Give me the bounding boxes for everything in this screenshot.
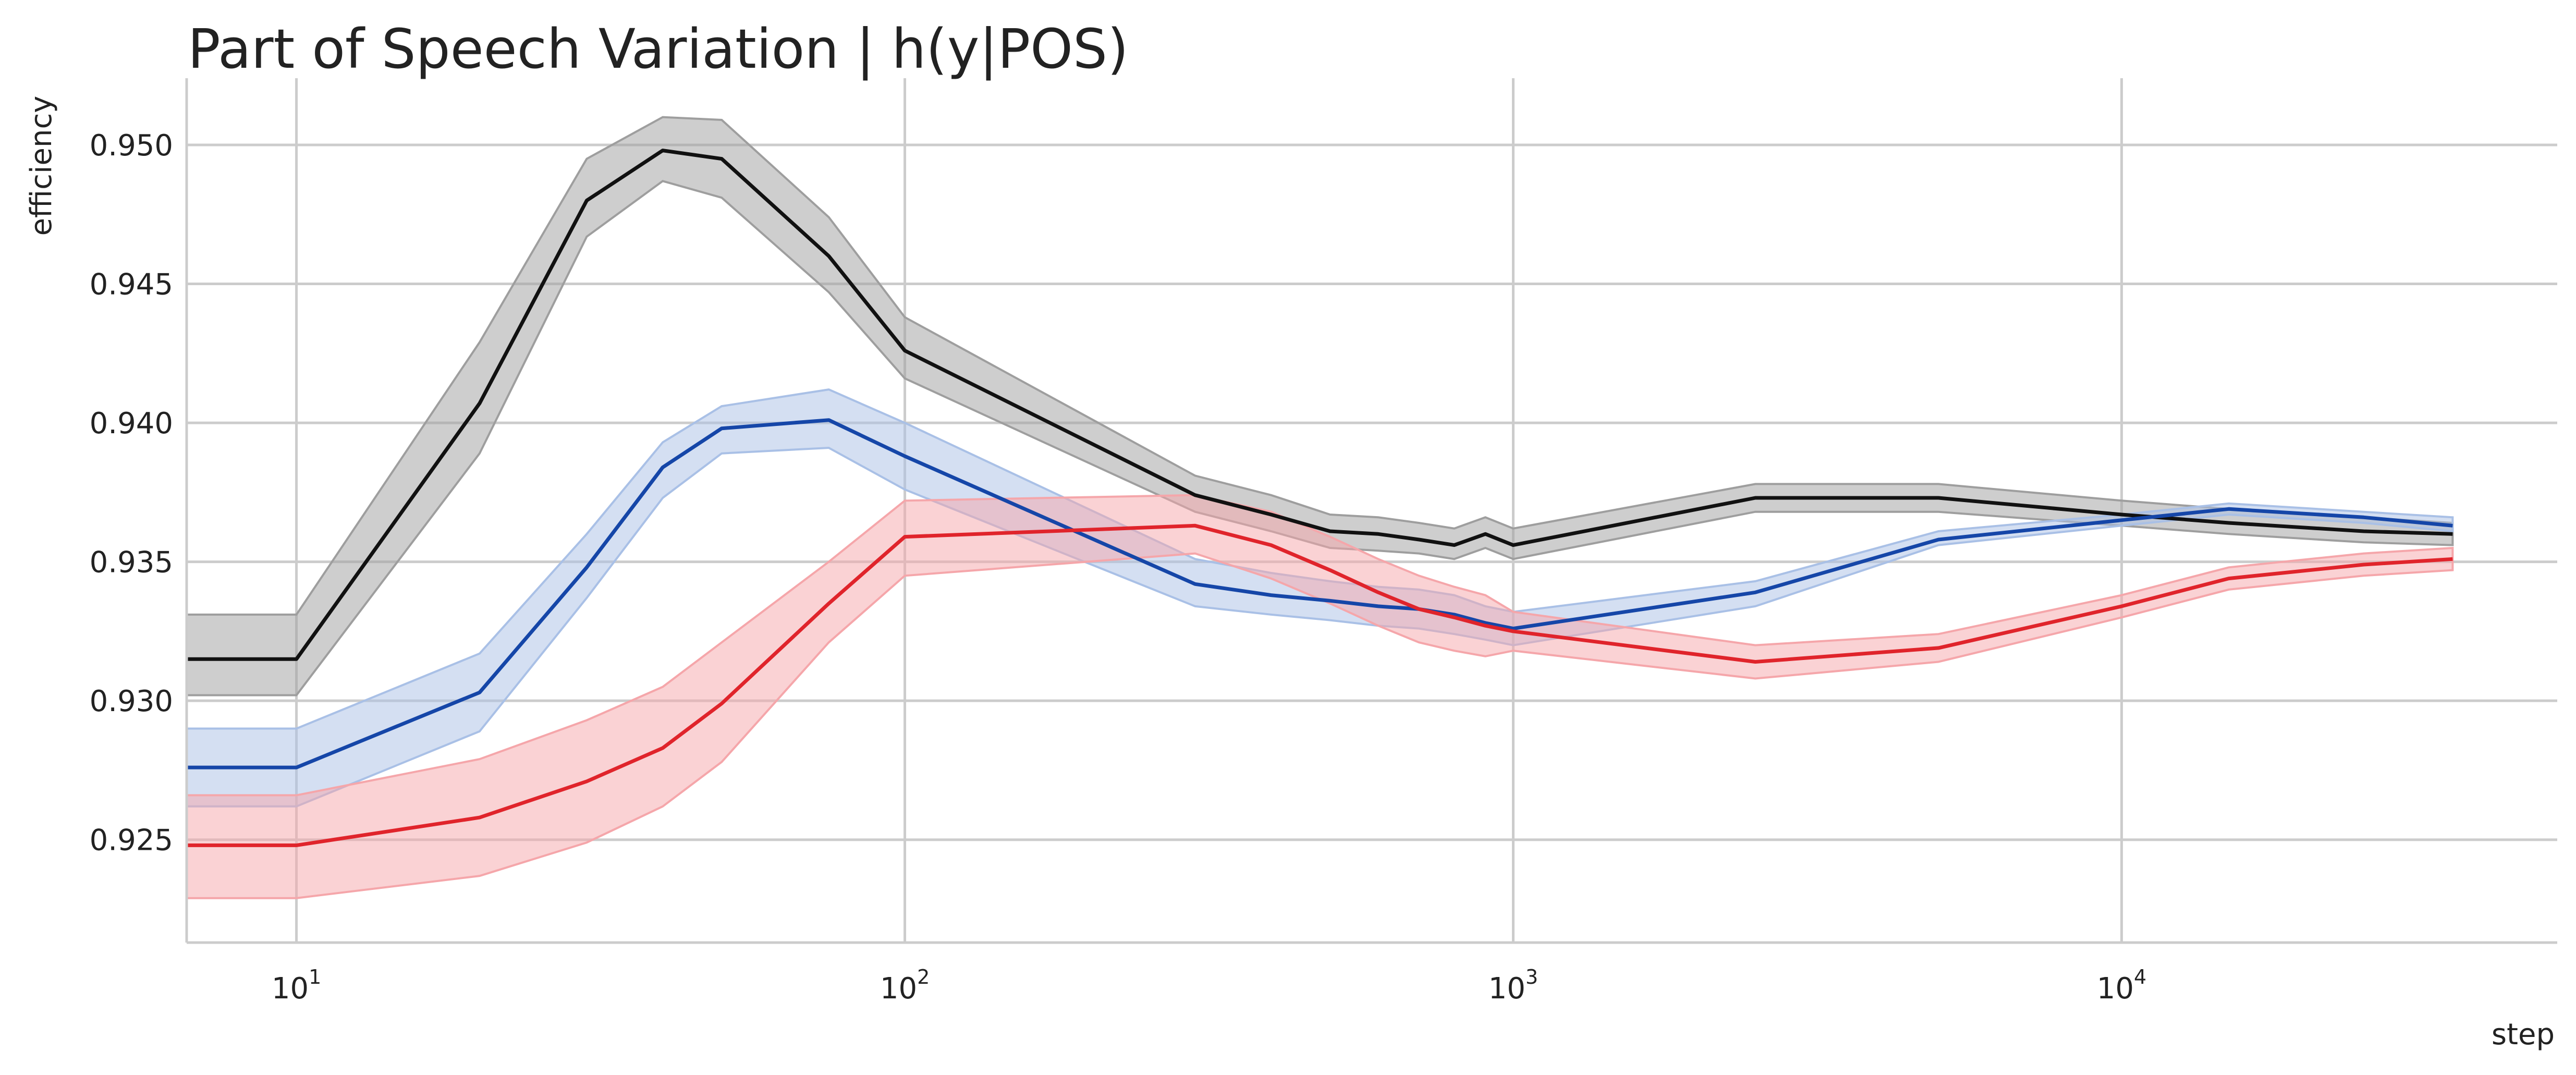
y-tick-label-0: 0.925 <box>90 824 173 858</box>
y-tick-label-3: 0.940 <box>90 407 173 441</box>
series-1-line <box>187 418 2453 769</box>
axes-spines <box>185 78 2557 944</box>
series-0-line <box>187 149 2453 661</box>
series-0-band <box>186 116 2454 697</box>
x-tick-label-2: 103 <box>1488 966 1538 1006</box>
y-tick-label-1: 0.930 <box>90 685 173 718</box>
series-2-line <box>187 523 2453 847</box>
x-axis-label: step <box>2492 1018 2555 1052</box>
confidence-bands <box>186 116 2454 899</box>
y-tick-labels: 0.925 0.930 0.935 0.940 0.945 0.950 <box>90 129 173 858</box>
y-tick-label-4: 0.945 <box>90 268 173 302</box>
x-tick-label-3: 104 <box>2097 966 2146 1006</box>
chart-title: Part of Speech Variation | h(y|POS) <box>188 17 1129 81</box>
y-tick-label-5: 0.950 <box>90 129 173 163</box>
series-lines <box>187 149 2453 847</box>
x-tick-labels: 101 102 103 104 <box>272 966 2146 1006</box>
y-tick-label-2: 0.935 <box>90 546 173 580</box>
x-tick-label-1: 102 <box>880 966 930 1006</box>
y-axis-label: efficiency <box>25 96 58 236</box>
series-2-band <box>186 494 2454 899</box>
x-tick-label-0: 101 <box>272 966 321 1006</box>
